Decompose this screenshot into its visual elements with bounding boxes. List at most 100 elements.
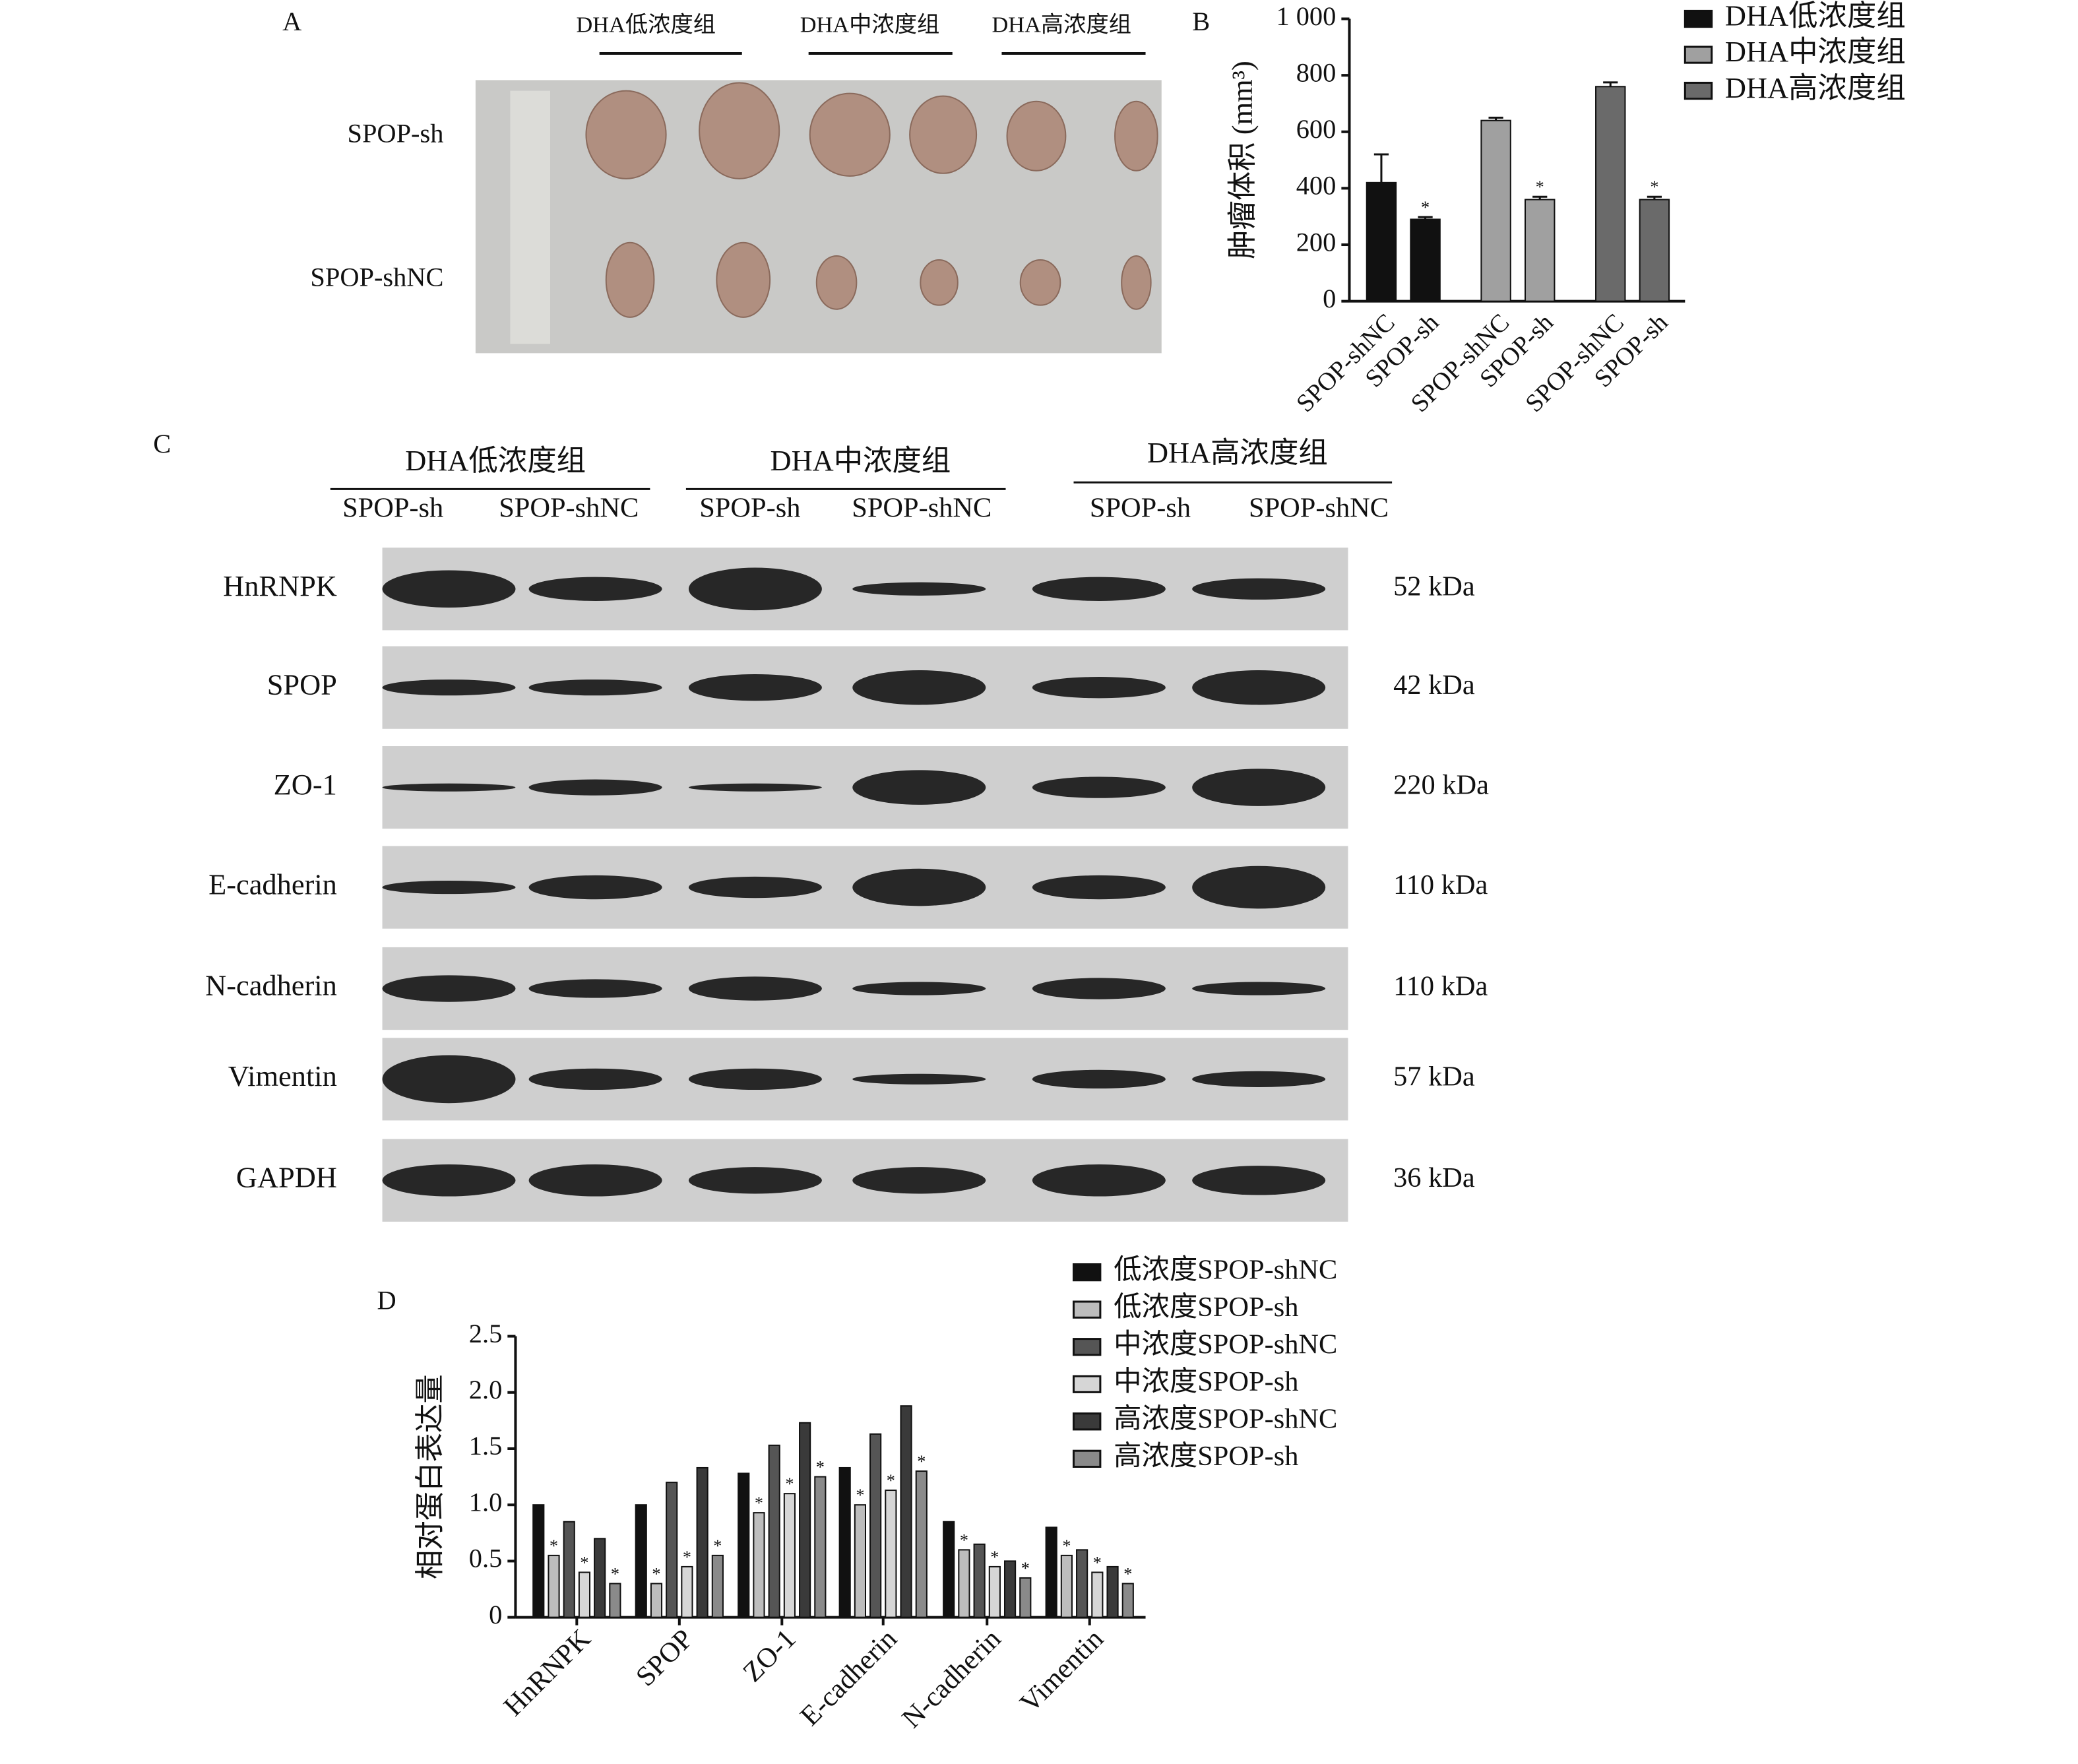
- y-tick-label: 1.0: [469, 1487, 502, 1517]
- blot-band: [1192, 670, 1326, 705]
- bar: [973, 1543, 986, 1618]
- significance: *: [611, 1564, 619, 1583]
- bar: [548, 1554, 560, 1618]
- bar: [1003, 1560, 1017, 1618]
- legend-label: 中浓度SPOP-shNC: [1114, 1329, 1337, 1360]
- kda-label: 220 kDa: [1393, 769, 1489, 800]
- blot-band: [852, 1167, 986, 1194]
- legend-label: 高浓度SPOP-sh: [1114, 1441, 1298, 1472]
- significance: *: [887, 1471, 895, 1490]
- blot-band: [852, 982, 986, 995]
- legend-label: 低浓度SPOP-shNC: [1114, 1254, 1337, 1285]
- blot-band: [688, 976, 822, 1001]
- legend-label: DHA低浓度组: [1725, 0, 1906, 32]
- bar: [1410, 218, 1441, 302]
- significance: *: [580, 1553, 588, 1572]
- blot-band: [382, 1055, 516, 1104]
- bar: [578, 1571, 591, 1618]
- kda-label: 110 kDa: [1393, 970, 1488, 1001]
- error-bar: [1488, 116, 1503, 121]
- y-tick-label: 400: [1296, 171, 1337, 201]
- error-bar: [1532, 195, 1548, 200]
- legend-swatch: [1684, 9, 1713, 28]
- protein-label: Vimentin: [228, 1059, 337, 1092]
- tumors: [585, 82, 1158, 318]
- y-tick-label: 0.5: [469, 1544, 502, 1573]
- blot-band: [1192, 1071, 1326, 1087]
- bar: [854, 1504, 867, 1618]
- legend-label: DHA中浓度组: [1725, 35, 1906, 68]
- significance: *: [1021, 1559, 1030, 1578]
- group-header: DHA低浓度组: [577, 13, 716, 38]
- protein-label: GAPDH: [236, 1160, 337, 1193]
- blot-band: [382, 975, 516, 1002]
- x-tick-label: E-cadherin: [794, 1623, 903, 1732]
- bar: [635, 1504, 647, 1618]
- y-axis-title: 相对蛋白表达量: [413, 1374, 446, 1579]
- bar: [838, 1466, 851, 1618]
- error-bar: [1647, 195, 1662, 200]
- blot-band: [1192, 866, 1326, 909]
- blot-band: [852, 670, 986, 705]
- blot-band: [382, 880, 516, 895]
- significance: *: [960, 1530, 968, 1550]
- x-tick-label: SPOP: [630, 1623, 699, 1693]
- blot-band: [852, 770, 986, 805]
- bar: [609, 1583, 621, 1618]
- blot-band: [1032, 875, 1166, 900]
- protein-label: N-cadherin: [205, 969, 337, 1002]
- group-header: DHA中浓度组: [800, 13, 940, 38]
- lane-label: SPOP-sh: [342, 492, 443, 523]
- ruler: [510, 90, 550, 344]
- blot-band: [1192, 769, 1326, 806]
- y-tick-label: 1.5: [469, 1431, 502, 1461]
- bar: [696, 1466, 708, 1618]
- bar: [958, 1549, 970, 1618]
- bar: [738, 1472, 750, 1618]
- y-tick-label: 0: [489, 1600, 502, 1629]
- kda-label: 110 kDa: [1393, 869, 1488, 900]
- blot-band: [528, 1068, 662, 1090]
- x-tick-label: ZO-1: [737, 1623, 802, 1688]
- bar: [1639, 199, 1670, 302]
- panel-label: A: [282, 7, 301, 36]
- kda-label: 42 kDa: [1393, 670, 1475, 701]
- bar: [1019, 1577, 1032, 1618]
- significance: *: [1421, 198, 1430, 217]
- significance: *: [1536, 177, 1544, 197]
- bar: [681, 1565, 693, 1618]
- blot-band: [382, 1164, 516, 1197]
- blot-band: [688, 567, 822, 611]
- legend-swatch: [1072, 1375, 1102, 1393]
- legend-label: 低浓度SPOP-sh: [1114, 1292, 1298, 1323]
- blot-band: [852, 1073, 986, 1085]
- bar: [943, 1521, 955, 1618]
- significance: *: [713, 1536, 722, 1556]
- bar: [768, 1444, 780, 1618]
- bar: [885, 1490, 897, 1618]
- legend-label: DHA高浓度组: [1725, 71, 1906, 104]
- bar: [753, 1512, 765, 1618]
- significance: *: [755, 1494, 763, 1513]
- significance: *: [1123, 1564, 1132, 1583]
- bar: [1595, 86, 1626, 302]
- bar: [988, 1565, 1001, 1618]
- protein-label: HnRNPK: [223, 569, 337, 602]
- y-tick-label: 2.0: [469, 1375, 502, 1404]
- x-tick-label: Vimentin: [1014, 1623, 1110, 1719]
- bar: [1076, 1549, 1088, 1618]
- blot-band: [1192, 578, 1326, 600]
- bar: [783, 1493, 796, 1618]
- blot-band: [382, 679, 516, 696]
- significance: *: [785, 1474, 794, 1494]
- significance: *: [1093, 1553, 1102, 1572]
- x-tick-label: HnRNPK: [498, 1623, 597, 1722]
- blot-band: [528, 1164, 662, 1197]
- lane-label: SPOP-shNC: [499, 492, 639, 523]
- blot-band: [1032, 1069, 1166, 1088]
- bar: [1366, 181, 1397, 302]
- blot-band: [528, 679, 662, 696]
- blot-band: [1032, 577, 1166, 601]
- legend-label: 中浓度SPOP-sh: [1114, 1366, 1298, 1397]
- blot-band: [1032, 978, 1166, 999]
